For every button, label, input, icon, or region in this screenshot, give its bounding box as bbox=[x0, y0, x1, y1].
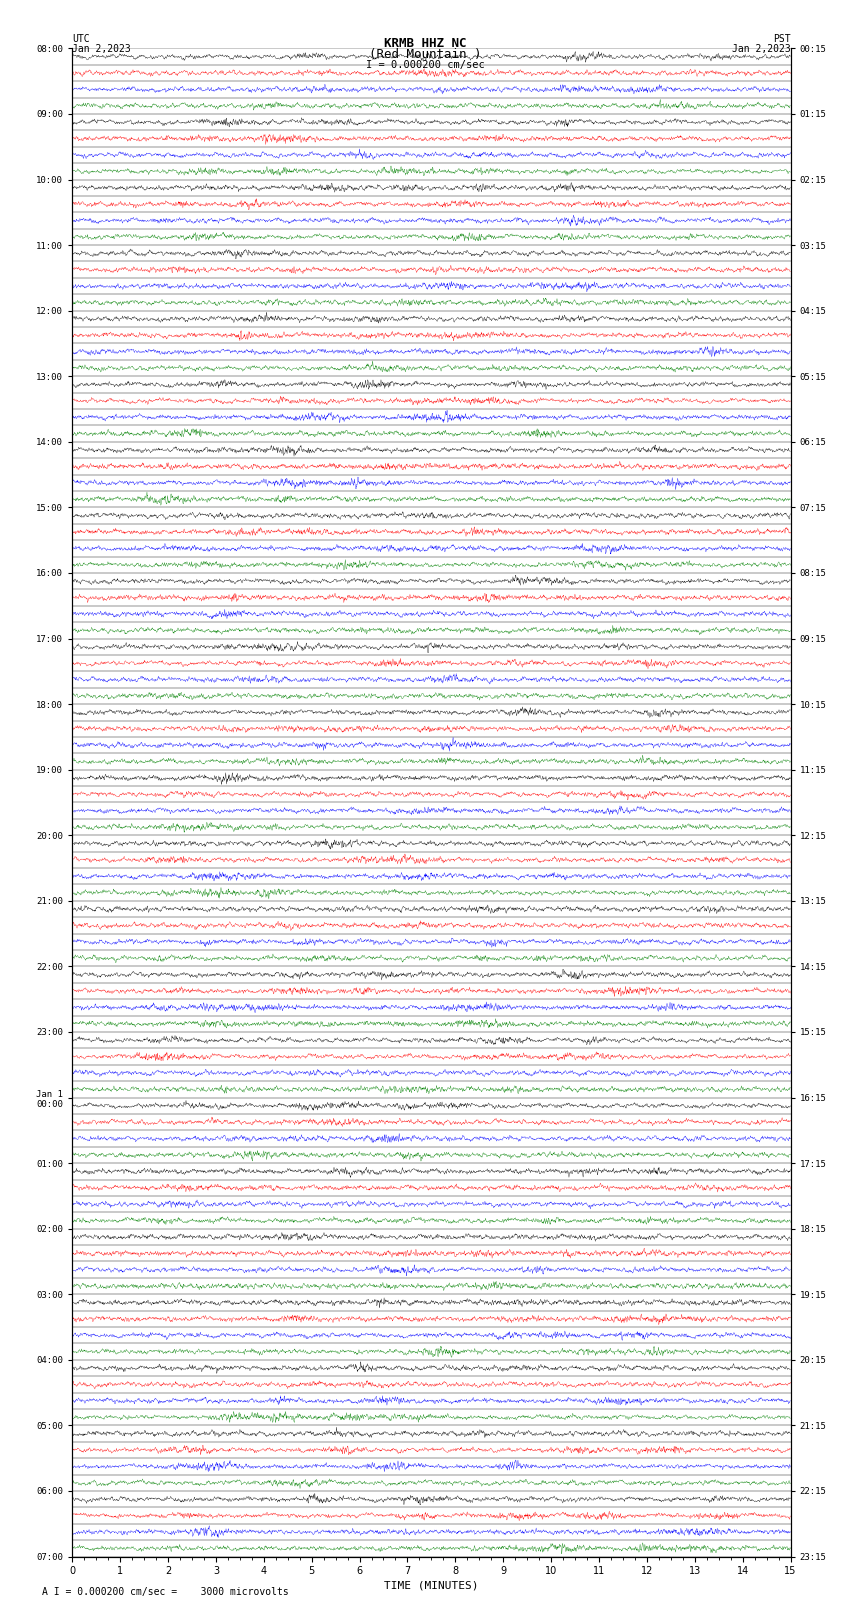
Text: (Red Mountain ): (Red Mountain ) bbox=[369, 48, 481, 61]
Text: UTC: UTC bbox=[72, 34, 90, 44]
Text: I = 0.000200 cm/sec: I = 0.000200 cm/sec bbox=[366, 60, 484, 69]
Text: A I = 0.000200 cm/sec =    3000 microvolts: A I = 0.000200 cm/sec = 3000 microvolts bbox=[42, 1587, 289, 1597]
Text: KRMB HHZ NC: KRMB HHZ NC bbox=[383, 37, 467, 50]
Text: Jan 2,2023: Jan 2,2023 bbox=[72, 44, 131, 53]
Text: PST: PST bbox=[773, 34, 790, 44]
Text: Jan 2,2023: Jan 2,2023 bbox=[732, 44, 791, 53]
X-axis label: TIME (MINUTES): TIME (MINUTES) bbox=[384, 1581, 479, 1590]
